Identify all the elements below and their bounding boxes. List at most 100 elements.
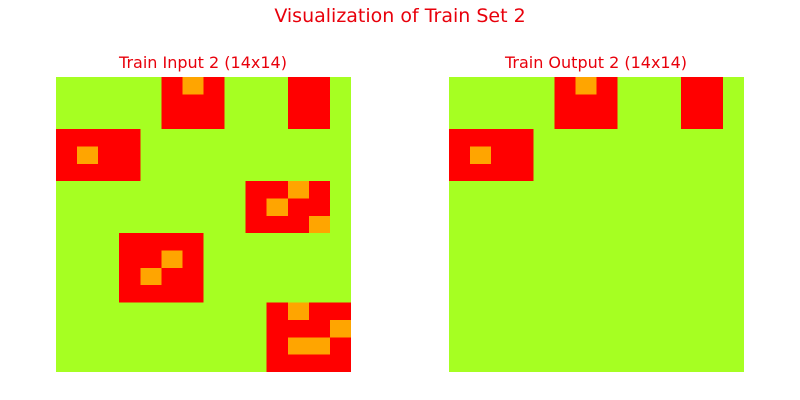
input-cell [56, 181, 78, 199]
output-cell [512, 319, 534, 338]
output-cell [722, 215, 744, 234]
output-cell [491, 354, 513, 372]
input-cell [161, 181, 183, 199]
input-cell [140, 146, 162, 165]
input-cell [266, 285, 289, 303]
input-cell [245, 337, 268, 356]
input-cell [140, 285, 162, 303]
input-cell [98, 129, 120, 147]
output-cell [491, 285, 513, 303]
output-cell [575, 129, 597, 147]
input-cell [77, 111, 99, 130]
output-cell [554, 250, 576, 269]
output-cell [533, 267, 555, 286]
input-cell [77, 129, 99, 147]
output-cell [617, 111, 640, 130]
output-cell [533, 181, 555, 199]
input-cell [224, 94, 247, 113]
output-cell [722, 129, 744, 147]
output-cell [449, 181, 471, 199]
output-cell [638, 94, 661, 113]
output-cell [659, 129, 682, 147]
input-cell [224, 215, 247, 234]
input-cell [308, 198, 331, 217]
output-cell [722, 181, 744, 199]
input-cell [119, 267, 141, 286]
output-cell [512, 163, 534, 182]
input-cell [56, 302, 78, 321]
input-cell [203, 319, 225, 338]
input-cell [266, 111, 289, 130]
output-cell [617, 146, 640, 165]
output-cell [491, 337, 513, 356]
output-cell [470, 77, 492, 95]
output-cell [659, 215, 682, 234]
input-cell [119, 302, 141, 321]
input-cell [161, 129, 183, 147]
input-cell [56, 319, 78, 338]
output-cell [554, 337, 576, 356]
output-cell [659, 233, 682, 251]
input-cell [266, 77, 289, 95]
output-cell [722, 111, 744, 130]
output-cell [659, 337, 682, 356]
output-cell [596, 354, 618, 372]
output-cell [701, 354, 724, 372]
input-cell [140, 319, 162, 338]
output-cell [596, 337, 618, 356]
output-cell [449, 285, 471, 303]
input-cell [287, 163, 310, 182]
input-cell [182, 77, 204, 95]
input-cell [77, 337, 99, 356]
input-cell [266, 267, 289, 286]
output-cell [491, 129, 513, 147]
output-cell [575, 215, 597, 234]
output-cell [491, 94, 513, 113]
output-cell [701, 302, 724, 321]
output-cell [554, 181, 576, 199]
input-cell [161, 163, 183, 182]
input-cell [77, 77, 99, 95]
output-cell [659, 267, 682, 286]
input-cell [287, 181, 310, 199]
output-cell [638, 354, 661, 372]
output-cell [638, 215, 661, 234]
output-cell [554, 302, 576, 321]
output-cell [596, 267, 618, 286]
output-cell [470, 302, 492, 321]
input-cell [224, 129, 247, 147]
output-cell [512, 146, 534, 165]
output-cell [554, 267, 576, 286]
output-cell [575, 94, 597, 113]
output-cell [533, 233, 555, 251]
input-cell [329, 129, 351, 147]
output-cell [554, 163, 576, 182]
output-cell [722, 77, 744, 95]
input-cell [245, 267, 268, 286]
input-cell [98, 285, 120, 303]
input-cell [140, 250, 162, 269]
input-cell [182, 94, 204, 113]
input-cell [329, 250, 351, 269]
output-cell [638, 146, 661, 165]
output-cell [470, 233, 492, 251]
output-cell [449, 94, 471, 113]
output-cell [617, 233, 640, 251]
output-cell [617, 215, 640, 234]
input-cell [56, 337, 78, 356]
input-cell [161, 215, 183, 234]
output-cell [470, 337, 492, 356]
output-cell [659, 146, 682, 165]
input-cell [56, 250, 78, 269]
input-cell [266, 337, 289, 356]
output-cell [701, 181, 724, 199]
output-cell [659, 111, 682, 130]
input-cell [245, 354, 268, 372]
input-cell [203, 181, 225, 199]
output-cell [617, 302, 640, 321]
input-cell [182, 337, 204, 356]
input-cell [287, 129, 310, 147]
output-cell [680, 354, 703, 372]
output-cell [449, 233, 471, 251]
input-cell [77, 354, 99, 372]
